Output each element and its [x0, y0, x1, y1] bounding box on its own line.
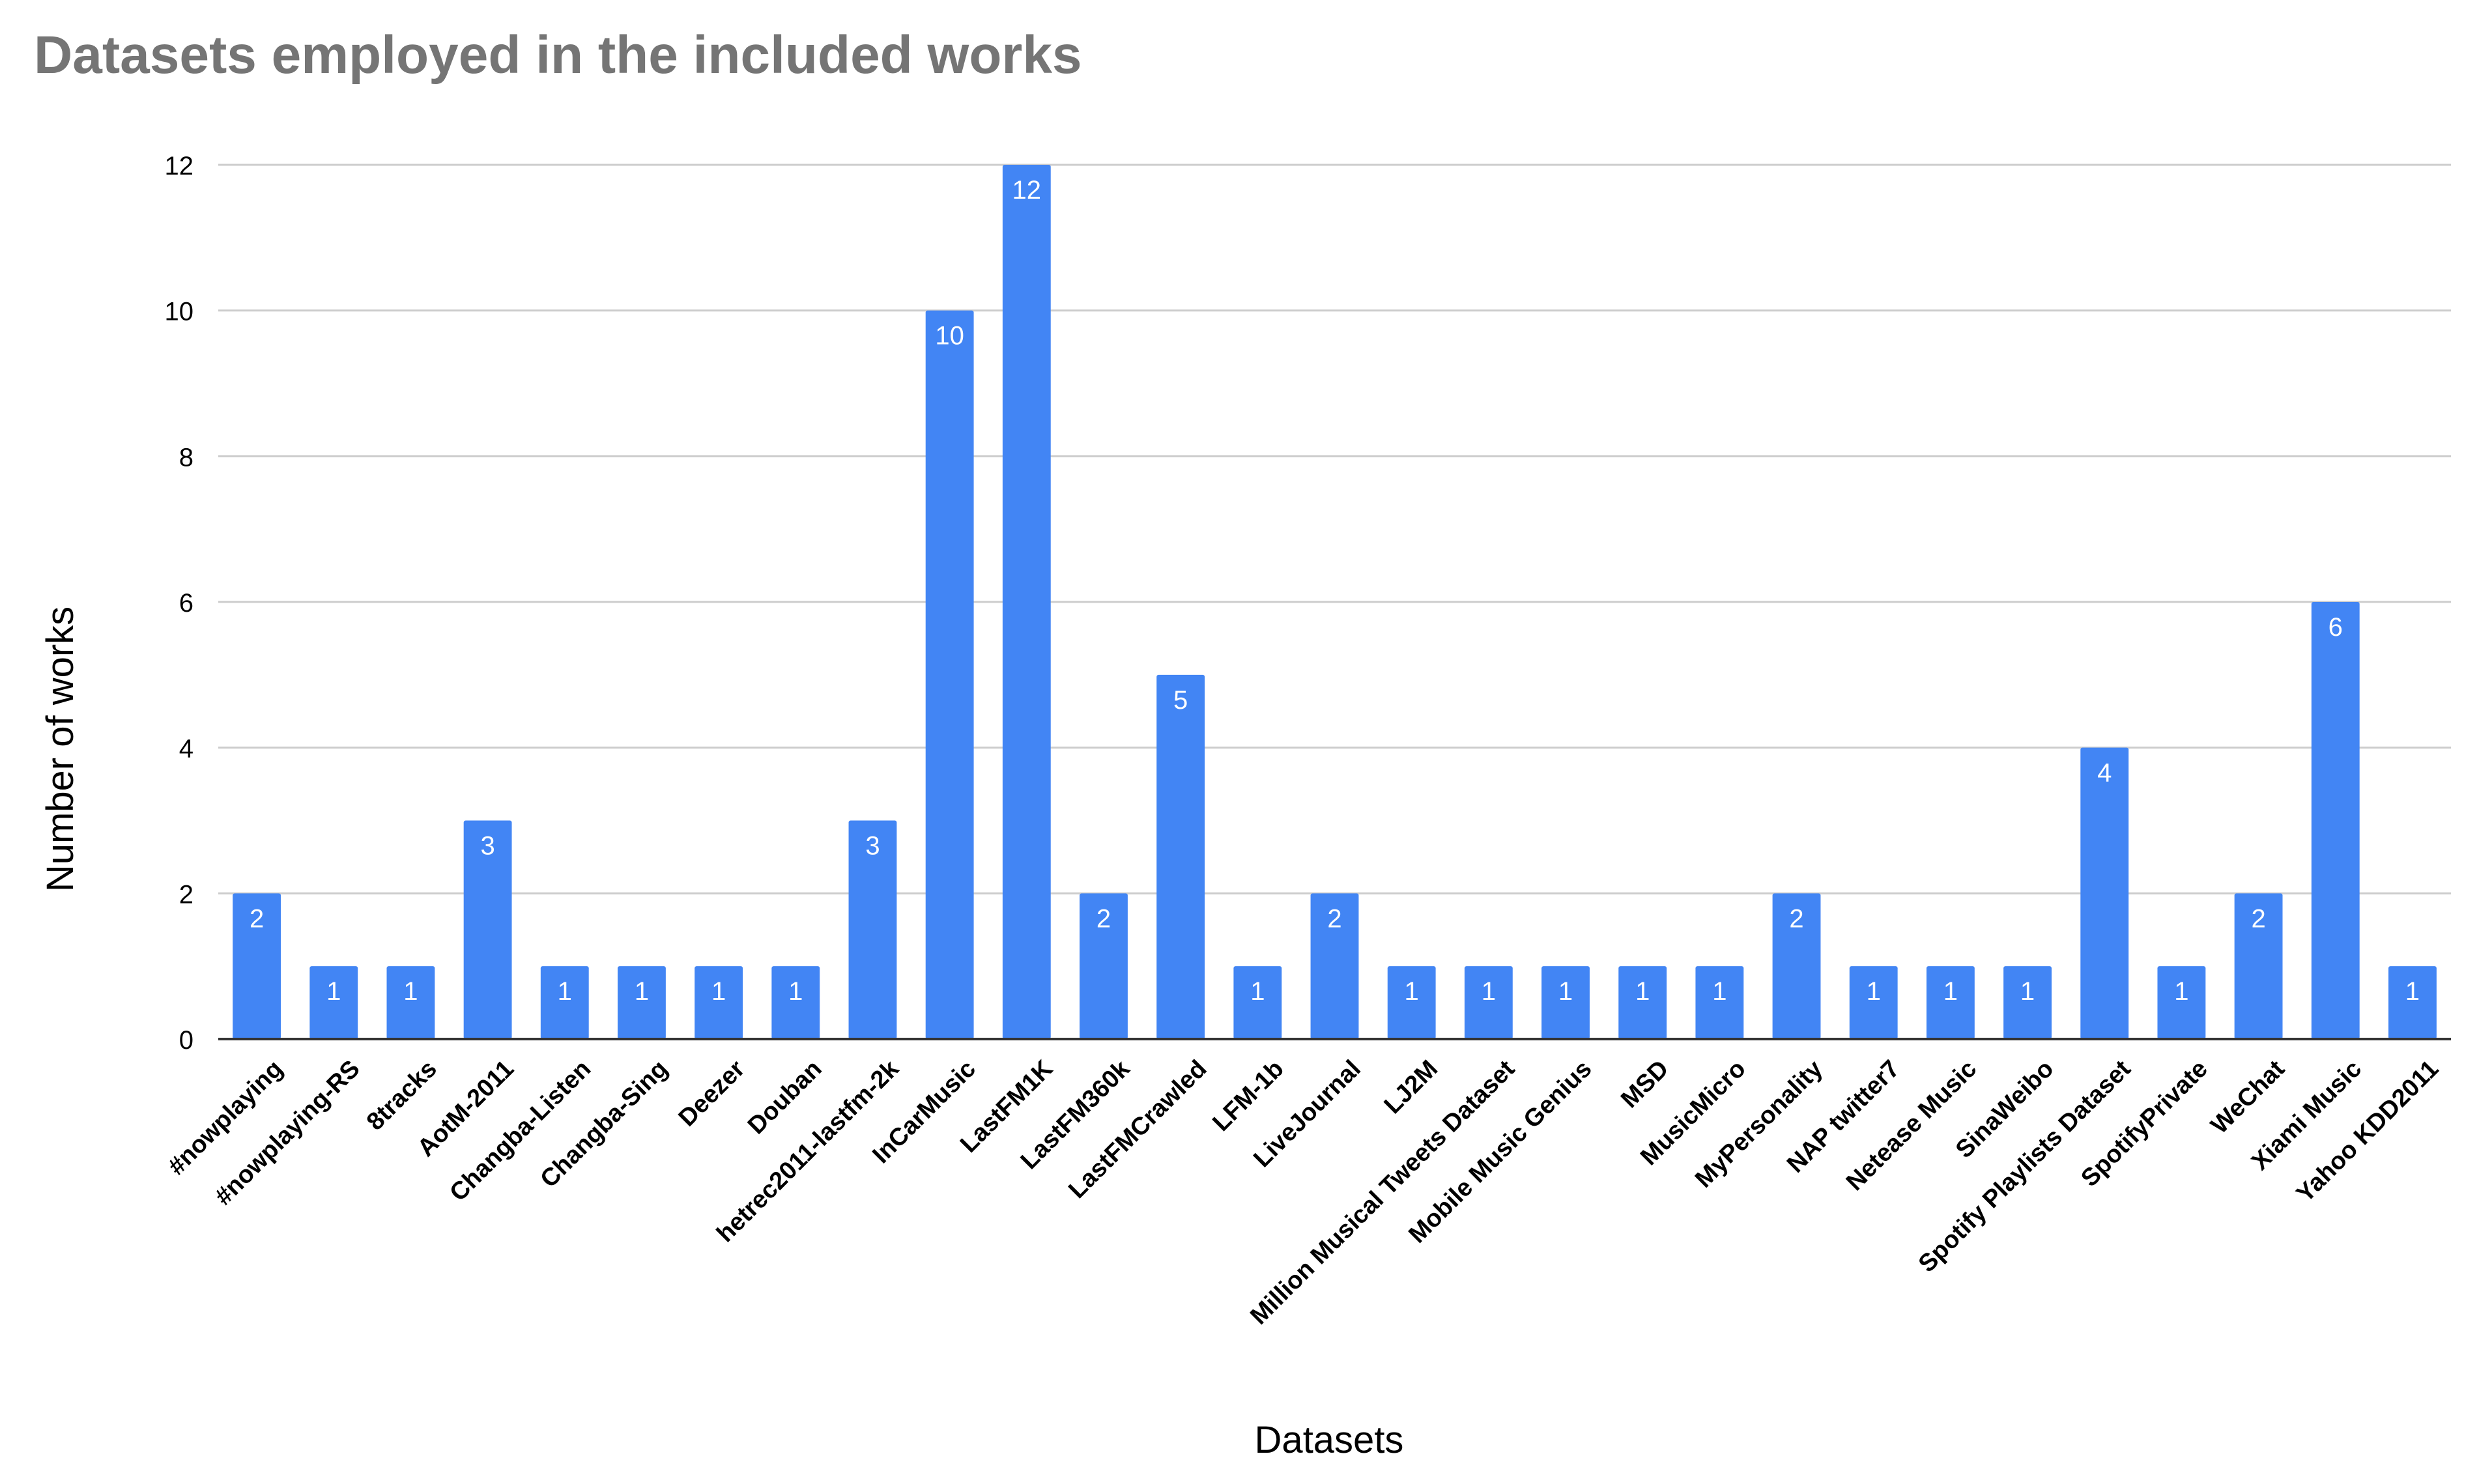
bar [2003, 966, 2052, 1039]
data-label: 1 [403, 977, 418, 1006]
x-tick-label: Yahoo KDD2011 [2291, 1055, 2444, 1208]
x-tick-label: LastFMCrawled [1063, 1055, 1212, 1204]
bar [1926, 966, 1975, 1039]
bar [771, 966, 820, 1039]
data-label: 1 [1635, 977, 1650, 1006]
data-label: 1 [2020, 977, 2035, 1006]
bar [1233, 966, 1282, 1039]
bar [848, 820, 897, 1039]
data-label: 1 [2405, 977, 2420, 1006]
bar [2157, 966, 2206, 1039]
data-label: 1 [558, 977, 572, 1006]
data-label: 10 [935, 322, 964, 350]
data-label: 2 [2251, 904, 2265, 933]
data-label: 1 [788, 977, 803, 1006]
data-label: 2 [1789, 904, 1803, 933]
y-tick-label: 6 [179, 589, 193, 618]
x-tick-label: Deezer [674, 1055, 751, 1132]
y-tick-label: 12 [165, 152, 194, 180]
data-label: 1 [1482, 977, 1496, 1006]
data-label: 3 [865, 832, 880, 861]
x-tick-label: Netease Music [1841, 1055, 1982, 1196]
y-tick-label: 2 [179, 880, 193, 909]
data-label: 12 [1012, 176, 1042, 205]
bar [1541, 966, 1590, 1039]
data-label: 1 [326, 977, 341, 1006]
bar [1387, 966, 1436, 1039]
data-label: 1 [635, 977, 649, 1006]
bar [1695, 966, 1744, 1039]
data-label: 1 [1712, 977, 1727, 1006]
data-label: 2 [250, 904, 264, 933]
x-tick-label: 8tracks [362, 1055, 442, 1136]
bar [1849, 966, 1898, 1039]
bar [2234, 893, 2283, 1039]
y-tick-label: 10 [165, 298, 194, 326]
bar [1310, 893, 1359, 1039]
x-tick-label: Changba-Listen [444, 1055, 596, 1207]
bar [463, 820, 512, 1039]
bar [540, 966, 589, 1039]
bar [1156, 674, 1205, 1039]
bar [1618, 966, 1667, 1039]
x-tick-label: MSD [1616, 1055, 1674, 1113]
bar [386, 966, 435, 1039]
data-label: 1 [1867, 977, 1881, 1006]
bar [925, 310, 974, 1040]
gridlines [218, 164, 2451, 894]
data-label: 1 [1250, 977, 1265, 1006]
y-tick-label: 4 [179, 735, 193, 763]
data-label: 1 [2174, 977, 2188, 1006]
chart-title: Datasets employed in the included works [34, 25, 1082, 85]
bar [1080, 893, 1128, 1039]
y-tick-label: 8 [179, 443, 193, 472]
bar [1464, 966, 1513, 1039]
bar [1002, 165, 1051, 1039]
x-tick-label: #nowplaying-RS [210, 1055, 365, 1211]
bar [2080, 747, 2129, 1039]
bar [2388, 966, 2437, 1039]
x-axis-title: Datasets [1255, 1419, 1404, 1461]
data-label: 6 [2329, 613, 2343, 642]
y-axis-title: Number of works [39, 606, 81, 892]
data-label: 1 [711, 977, 726, 1006]
data-label: 2 [1096, 904, 1111, 933]
data-label: 1 [1943, 977, 1958, 1006]
y-tick-label: 0 [179, 1026, 193, 1055]
x-tick-label: LJ2M [1379, 1055, 1443, 1119]
bar [1772, 893, 1821, 1039]
bar [618, 966, 666, 1039]
axes: 024681012#nowplaying#nowplaying-RS8track… [163, 152, 2451, 1330]
data-label: 2 [1327, 904, 1341, 933]
bar [233, 893, 281, 1039]
bar [695, 966, 743, 1039]
bar [2311, 602, 2360, 1039]
data-label: 3 [480, 832, 494, 861]
bar [309, 966, 358, 1039]
data-label: 5 [1173, 686, 1188, 715]
data-label: 4 [2097, 759, 2112, 788]
data-label: 1 [1405, 977, 1419, 1006]
data-label: 1 [1558, 977, 1573, 1006]
